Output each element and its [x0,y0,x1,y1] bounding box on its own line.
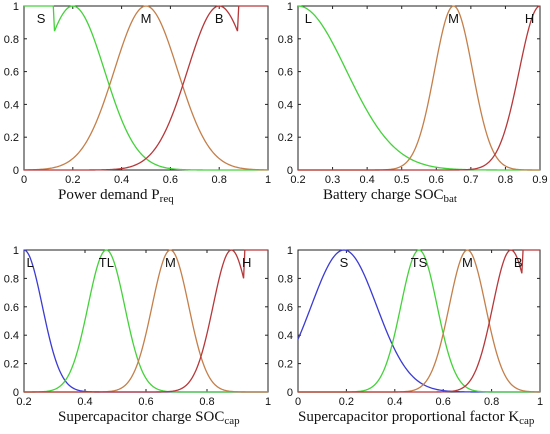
x-tick-label: 0.7 [463,174,478,186]
x-tick-label: 0.6 [436,396,451,408]
series-label-M: M [141,11,152,26]
y-tick-label: 0.2 [278,132,293,144]
y-tick-label: 1 [287,1,293,13]
plot-frame [297,249,541,393]
y-tick-label: 0.2 [4,132,19,144]
panel-supercapacitor-factor: 0 0.2 0.4 0.6 0.8 1 0 0.2 0.4 0.6 0.8 1 S TS M B Superca… [278,245,543,427]
y-tick-label: 1 [13,1,19,13]
x-tick-label: 0.4 [387,396,402,408]
series-label-L: L [26,255,33,270]
series-line-L [23,249,268,393]
series-line-S [297,249,540,393]
y-tick-label: 0 [13,387,19,399]
x-tick-label: 0.2 [290,174,305,186]
y-tick-label: 0.6 [4,67,19,79]
x-axis-title: Supercapacitor charge SOCcap [58,409,240,427]
y-tick-label: 0.6 [278,302,293,314]
series-label-H: H [525,11,534,26]
series-line-TS [298,249,540,393]
y-tick-label: 0.4 [278,330,293,342]
plot-frame [23,249,269,393]
x-tick-label: 0 [21,174,27,186]
series-line-L [297,5,540,171]
x-tick-label: 0.6 [163,174,178,186]
series-line-TL [24,249,268,393]
x-tick-label: 1 [537,396,543,408]
x-tick-label: 0.4 [77,396,92,408]
x-tick-label: 1 [265,396,271,408]
y-tick-label: 0.6 [278,67,293,79]
series-label-S: S [37,11,46,26]
y-tick-label: 0.4 [4,99,19,111]
x-tick-label: 0.6 [429,174,444,186]
y-tick-label: 0 [13,165,19,177]
series-label-B: B [514,255,523,270]
plot-frame [23,5,269,171]
series-line-M [24,249,268,393]
x-tick-label: 0.4 [359,174,374,186]
series-line-B [298,249,540,393]
x-tick-label: 0.8 [498,174,513,186]
series-label-S: S [340,255,349,270]
y-tick-label: 0.8 [278,273,293,285]
series-label-H: H [242,255,251,270]
x-axis-title: Supercapacitor proportional factor Kcap [298,409,535,427]
x-axis-title: Power demand Preq [58,187,174,205]
x-tick-label: 0.8 [199,396,214,408]
series-label-TL: TL [99,255,114,270]
series-label-M: M [448,11,459,26]
x-tick-label: 0.2 [65,174,80,186]
y-tick-label: 0 [287,387,293,399]
x-tick-label: 0.5 [394,174,409,186]
series-line-M [23,5,269,171]
panel-power-demand: 0 0.2 0.4 0.6 0.8 1 0 0.2 0.4 0.6 0.8 1 S M B Power dem… [4,1,271,205]
y-tick-label: 0.4 [278,99,293,111]
x-tick-label: 0 [295,396,301,408]
plot-frame [297,5,541,171]
series-line-S [24,5,268,171]
y-tick-label: 1 [13,245,19,257]
x-axis-title: Battery charge SOCbat [323,187,457,205]
x-tick-label: 0.9 [532,174,547,186]
series-label-TS: TS [411,255,428,270]
x-tick-label: 0.4 [114,174,129,186]
x-tick-label: 0.8 [484,396,499,408]
y-tick-label: 0.8 [278,34,293,46]
y-tick-label: 0.4 [4,330,19,342]
y-tick-label: 0.2 [4,359,19,371]
series-label-M: M [462,255,473,270]
series-line-H [298,5,541,171]
y-tick-label: 0.8 [4,34,19,46]
y-tick-label: 1 [287,245,293,257]
x-tick-label: 1 [265,174,271,186]
y-tick-label: 0.2 [278,359,293,371]
x-tick-label: 0.8 [212,174,227,186]
series-line-M [298,5,540,171]
x-tick-label: 0.6 [138,396,153,408]
series-label-B: B [215,11,224,26]
y-tick-label: 0.8 [4,273,19,285]
panel-battery-charge: 0.2 0.3 0.4 0.5 0.6 0.7 0.8 0.900.20.40.60.81L M… [278,1,548,205]
series-line-B [24,5,268,171]
y-tick-label: 0 [287,165,293,177]
x-tick-label: 0.2 [339,396,354,408]
x-tick-label: 0.3 [325,174,340,186]
series-label-M: M [165,255,176,270]
series-line-H [24,249,268,393]
series-label-L: L [305,11,312,26]
y-tick-label: 0.6 [4,302,19,314]
panel-supercapacitor-charge: 0.2 0.4 0.6 0.8 100.20.40.60.81L TL M HSupercap… [4,245,271,427]
series-line-M [298,249,541,393]
x-tick-label: 0.2 [16,396,31,408]
